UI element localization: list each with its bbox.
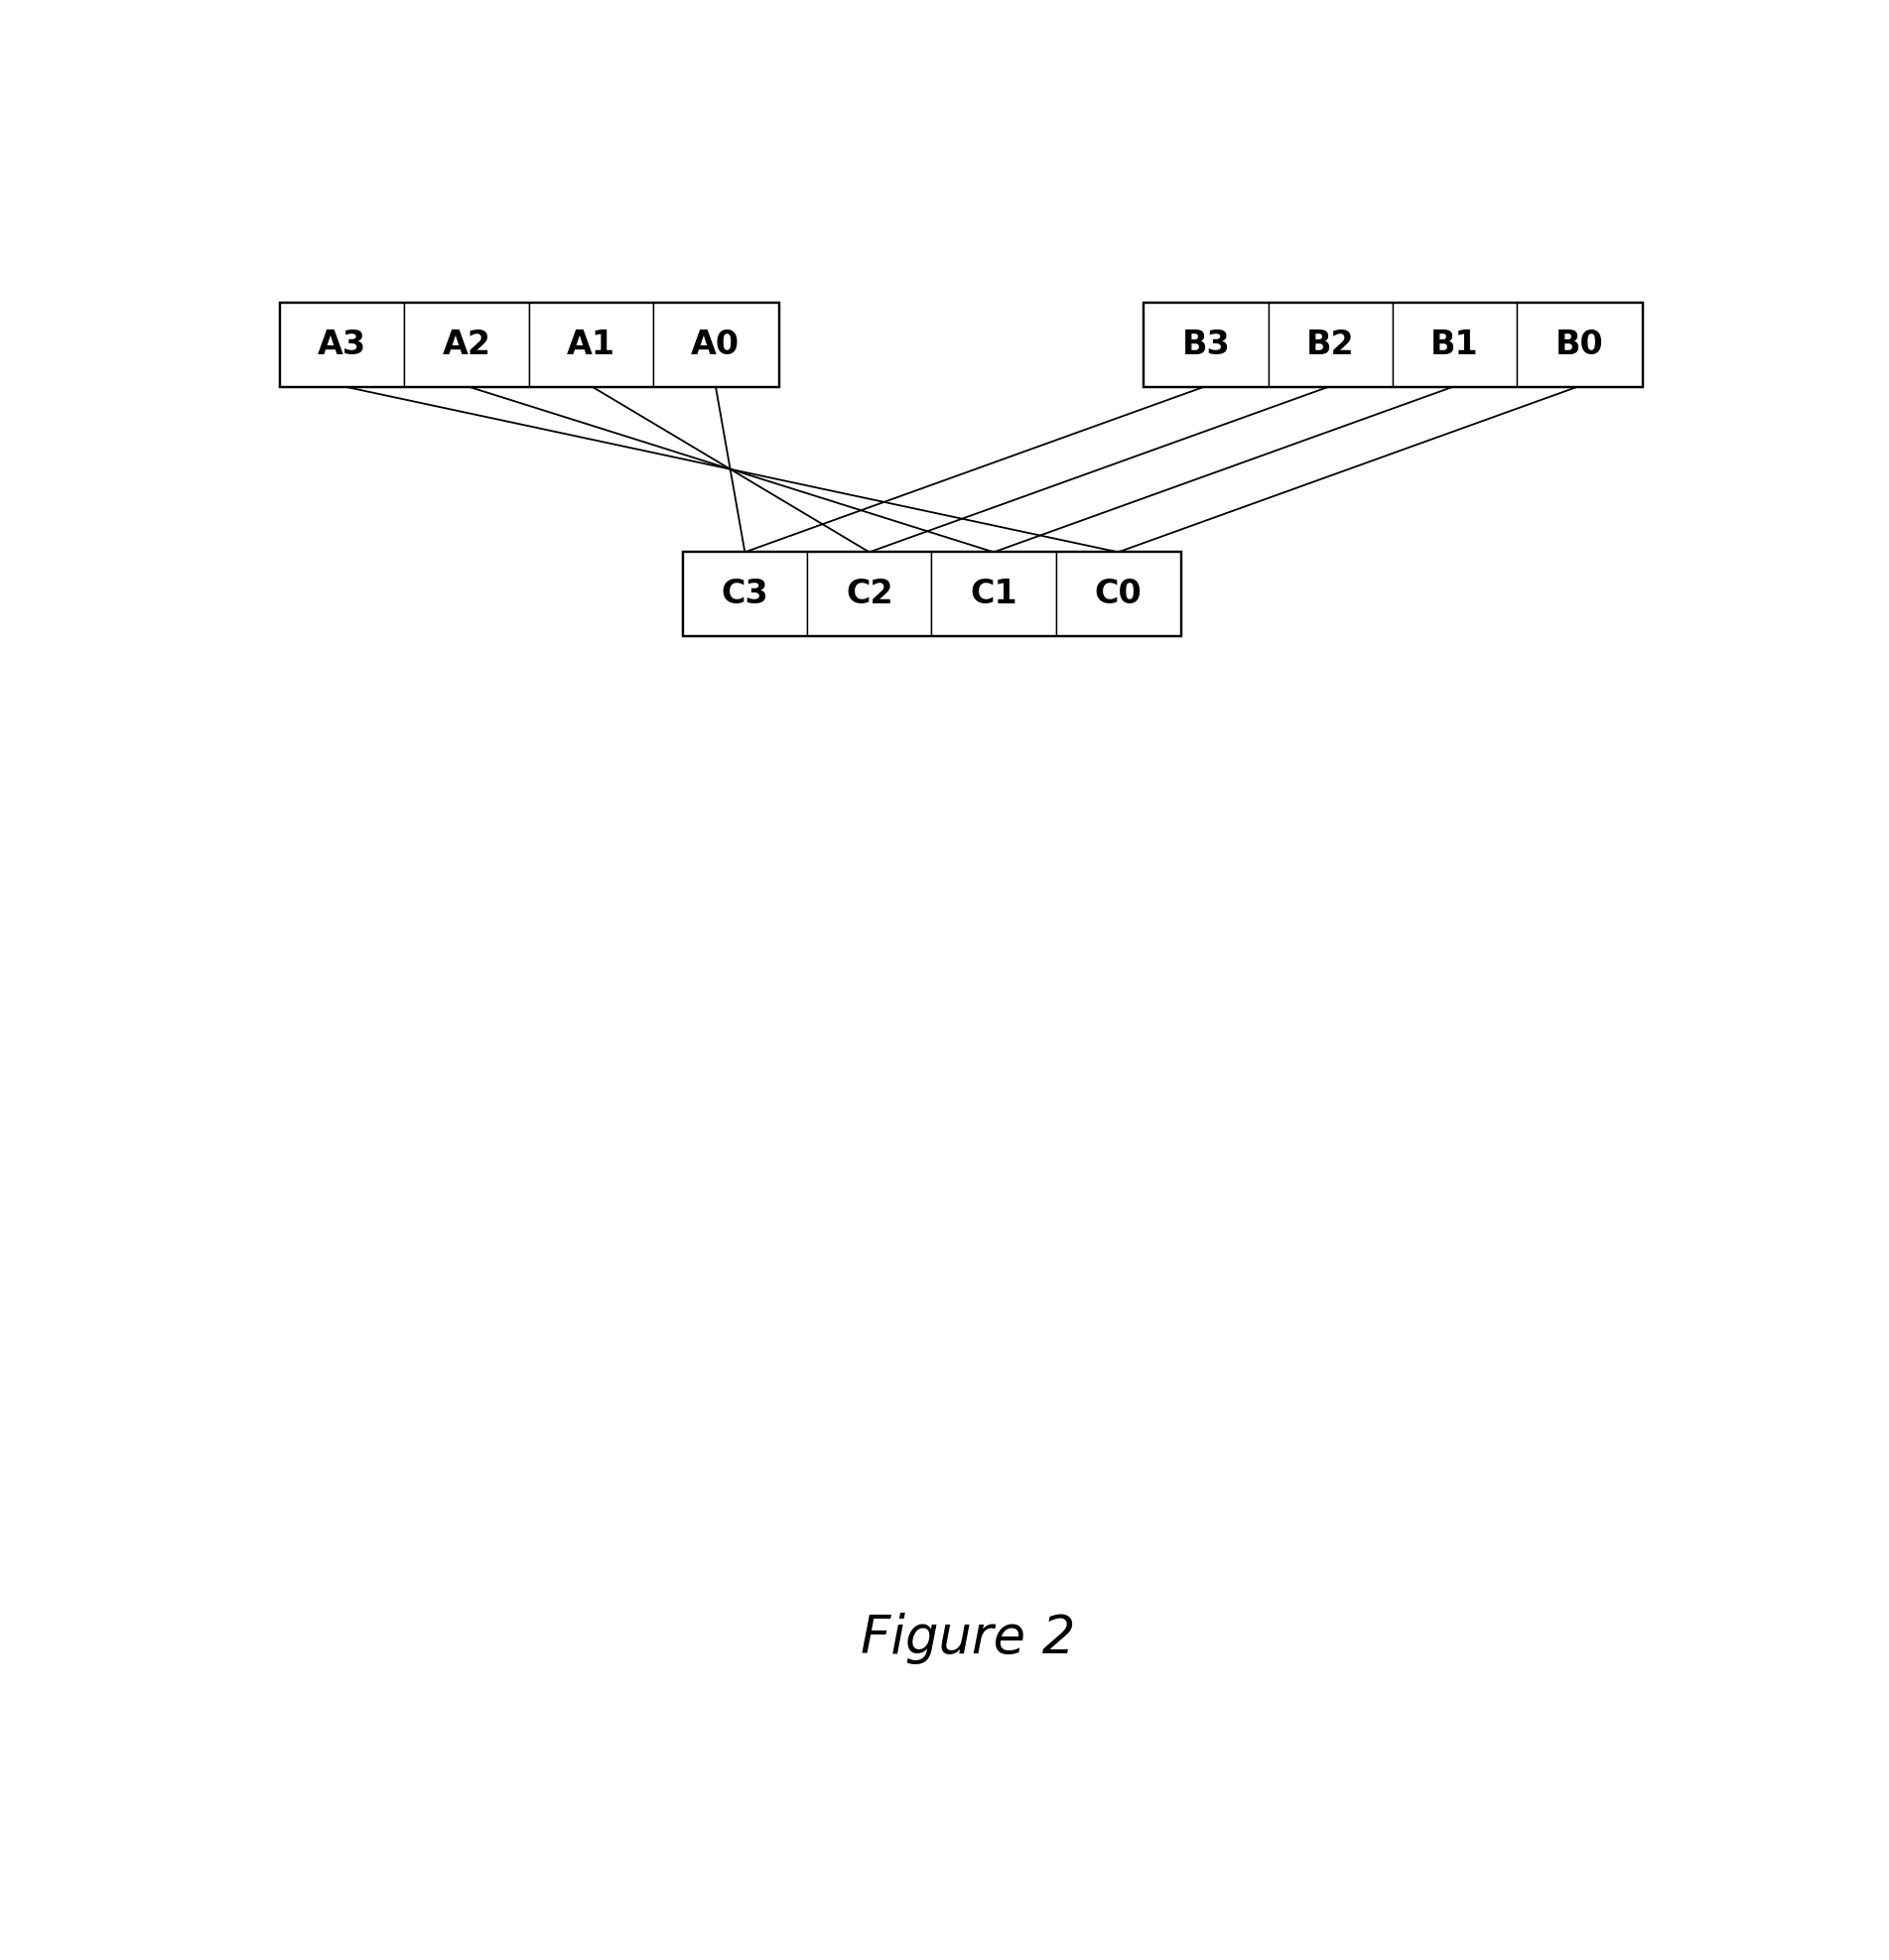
Bar [1517, 304, 1642, 386]
Bar [280, 304, 778, 386]
Text: A1: A1 [567, 327, 616, 361]
Text: B3: B3 [1183, 327, 1230, 361]
Text: C0: C0 [1094, 578, 1141, 610]
Bar [682, 553, 1181, 635]
Bar [404, 304, 529, 386]
Text: A0: A0 [691, 327, 740, 361]
Bar [1268, 304, 1392, 386]
Text: A3: A3 [317, 327, 366, 361]
Text: C2: C2 [846, 578, 893, 610]
Bar [1145, 304, 1642, 386]
Text: C1: C1 [971, 578, 1018, 610]
Bar [807, 553, 931, 635]
Text: C3: C3 [722, 578, 769, 610]
Bar [280, 304, 404, 386]
Bar [682, 553, 807, 635]
Text: Figure 2: Figure 2 [861, 1613, 1075, 1664]
Text: B2: B2 [1307, 327, 1354, 361]
Bar [1056, 553, 1181, 635]
Text: B0: B0 [1555, 327, 1604, 361]
Text: B1: B1 [1430, 327, 1479, 361]
Bar [529, 304, 654, 386]
Bar [1145, 304, 1268, 386]
Text: A2: A2 [442, 327, 491, 361]
Bar [1392, 304, 1517, 386]
Bar [654, 304, 778, 386]
Bar [931, 553, 1056, 635]
